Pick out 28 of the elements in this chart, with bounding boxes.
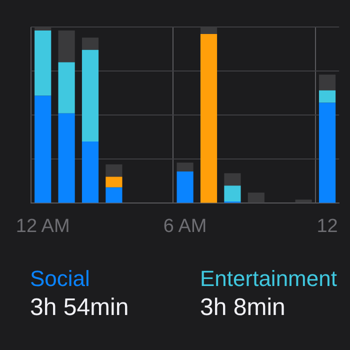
- bar: [82, 50, 99, 142]
- x-tick-label: 12 AM: [16, 216, 70, 237]
- bar: [34, 30, 52, 96]
- bar: [82, 38, 99, 50]
- text: Entertainment: [200, 266, 338, 292]
- bar: [106, 176, 122, 188]
- bar: [58, 30, 75, 62]
- bar: [224, 173, 241, 186]
- text: 3h 8min: [200, 293, 286, 323]
- bar: [318, 90, 336, 103]
- bar: [58, 113, 75, 203]
- x-tick-label: 12: [316, 216, 338, 237]
- bar: [318, 74, 336, 90]
- bar: [106, 164, 122, 177]
- bar: [295, 200, 312, 203]
- bar: [248, 192, 264, 203]
- bar: [106, 187, 122, 203]
- bar: [318, 102, 336, 203]
- bar: [82, 142, 99, 203]
- bar: [34, 96, 52, 203]
- bar: [58, 62, 75, 114]
- bar: [224, 186, 241, 202]
- text: Social: [30, 266, 91, 292]
- bar: [176, 171, 194, 203]
- x-tick-label: 6 AM: [163, 216, 207, 237]
- bar: [176, 162, 194, 172]
- text: 3h 54min: [30, 293, 130, 323]
- bar: [200, 34, 218, 203]
